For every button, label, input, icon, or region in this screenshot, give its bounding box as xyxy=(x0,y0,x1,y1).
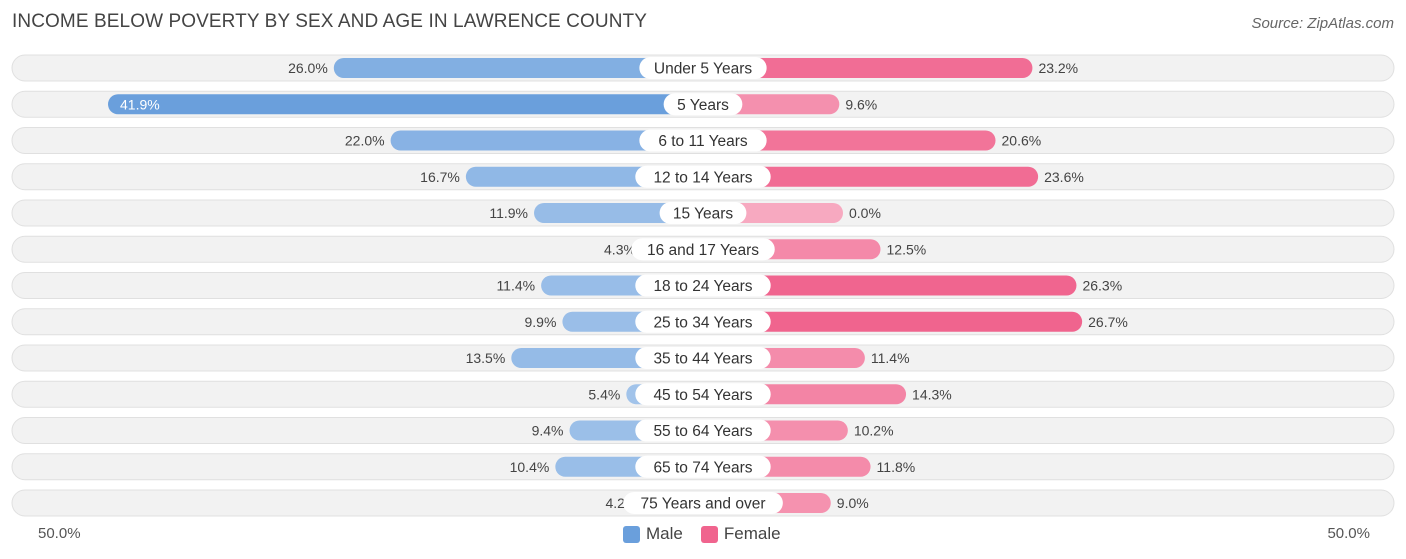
female-value-label: 20.6% xyxy=(1002,133,1042,149)
female-value-label: 23.6% xyxy=(1044,169,1084,185)
male-value-label: 4.3% xyxy=(604,241,636,257)
category-label: 12 to 14 Years xyxy=(653,169,752,186)
legend-swatch-male xyxy=(623,525,640,543)
legend-label-male: Male xyxy=(646,524,683,543)
category-pill xyxy=(635,165,771,188)
legend-item-female: Female xyxy=(700,524,781,544)
category-label: 18 to 24 Years xyxy=(653,278,752,295)
female-value-label: 26.7% xyxy=(1088,314,1128,330)
legend-item-male: Male xyxy=(623,524,683,544)
male-bar xyxy=(108,94,703,115)
female-bar xyxy=(703,275,1077,296)
category-label: 25 to 34 Years xyxy=(653,314,752,331)
axis-label-right: 50.0% xyxy=(1327,525,1370,542)
female-bar xyxy=(703,166,1039,187)
male-value-label: 11.4% xyxy=(496,278,535,294)
category-label: 15 Years xyxy=(673,206,734,223)
category-label: 35 to 44 Years xyxy=(653,351,752,368)
category-pill xyxy=(635,347,771,369)
legend: Male Female xyxy=(623,524,781,544)
female-value-label: 9.0% xyxy=(837,495,869,511)
male-value-label: 10.4% xyxy=(510,459,550,475)
male-value-label: 11.9% xyxy=(489,205,528,221)
category-pill xyxy=(639,57,767,79)
female-value-label: 0.0% xyxy=(849,205,881,221)
category-pill xyxy=(659,202,747,224)
category-label: Under 5 Years xyxy=(654,61,752,78)
category-pill xyxy=(635,310,771,333)
male-bar xyxy=(390,130,703,151)
category-label: 75 Years and over xyxy=(641,496,766,513)
male-value-label: 9.4% xyxy=(532,423,564,439)
category-label: 16 and 17 Years xyxy=(647,242,759,259)
female-value-label: 11.8% xyxy=(877,459,916,475)
category-pill xyxy=(635,383,771,406)
male-value-label: 41.9% xyxy=(120,96,160,112)
male-value-label: 9.9% xyxy=(524,314,556,330)
legend-label-female: Female xyxy=(723,524,781,543)
category-pill xyxy=(635,419,771,442)
category-label: 45 to 54 Years xyxy=(653,387,752,404)
female-value-label: 11.4% xyxy=(871,350,910,366)
male-value-label: 16.7% xyxy=(420,169,460,185)
female-value-label: 10.2% xyxy=(854,423,894,439)
male-bar xyxy=(534,203,703,223)
male-value-label: 26.0% xyxy=(288,60,328,76)
axis-label-left: 50.0% xyxy=(38,525,81,542)
male-value-label: 5.4% xyxy=(588,386,620,402)
category-pill xyxy=(635,455,771,478)
category-label: 65 to 74 Years xyxy=(653,459,752,476)
category-label: 55 to 64 Years xyxy=(653,423,752,440)
female-value-label: 26.3% xyxy=(1082,278,1122,294)
category-pill xyxy=(623,492,783,514)
category-label: 5 Years xyxy=(677,97,729,114)
female-value-label: 12.5% xyxy=(887,241,927,257)
category-label: 6 to 11 Years xyxy=(658,133,748,150)
category-pill xyxy=(635,274,771,297)
legend-swatch-female xyxy=(700,525,718,543)
category-pill xyxy=(663,93,743,116)
female-value-label: 14.3% xyxy=(912,386,952,402)
source-label: Source: ZipAtlas.com xyxy=(1251,15,1394,32)
chart-title: INCOME BELOW POVERTY BY SEX AND AGE IN L… xyxy=(12,11,648,32)
female-bar xyxy=(703,130,996,151)
male-value-label: 22.0% xyxy=(345,133,385,149)
category-pill xyxy=(631,238,775,261)
male-value-label: 13.5% xyxy=(466,350,506,366)
female-value-label: 23.2% xyxy=(1038,60,1078,76)
female-bar xyxy=(703,311,1083,332)
category-pill xyxy=(639,129,767,152)
female-bar xyxy=(703,58,1033,78)
female-value-label: 9.6% xyxy=(845,96,877,112)
male-bar xyxy=(333,58,703,78)
